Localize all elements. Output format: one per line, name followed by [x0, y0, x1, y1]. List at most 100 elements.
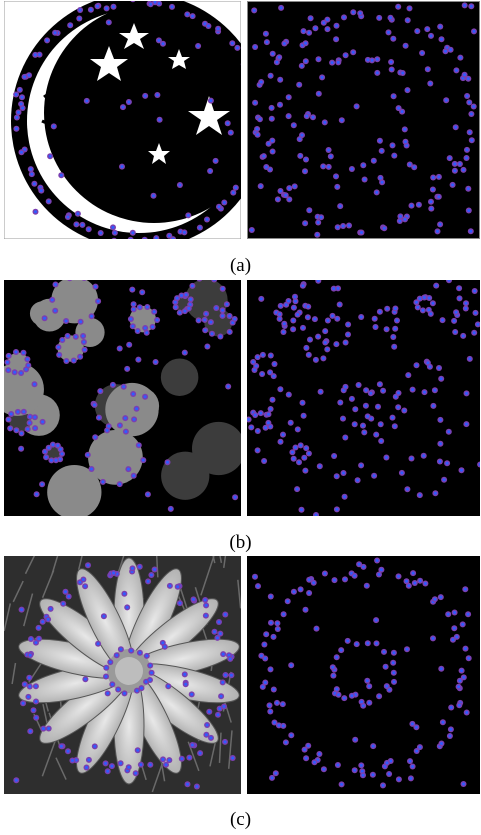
detected-point-core — [83, 348, 87, 352]
detected-point-core — [427, 308, 431, 312]
detected-point-core — [334, 342, 338, 346]
detected-point-core — [429, 34, 433, 38]
detected-point-core — [145, 654, 149, 658]
detected-point-core — [260, 372, 264, 376]
detected-point-core — [453, 330, 457, 334]
detected-point-core — [467, 656, 471, 660]
detected-point-core — [20, 150, 23, 154]
detected-point-core — [131, 392, 135, 396]
detected-point-core — [464, 301, 468, 305]
detected-point-core — [469, 229, 473, 233]
detected-point-core — [89, 8, 93, 12]
detected-point-core — [350, 397, 354, 401]
detected-point-core — [273, 721, 276, 724]
detected-point-core — [304, 41, 308, 45]
detected-point-core — [225, 302, 229, 306]
detected-point-core — [20, 95, 24, 99]
detected-point-core — [130, 288, 134, 292]
detected-point-core — [217, 620, 221, 624]
detected-point-core — [228, 330, 232, 334]
detected-point-core — [167, 234, 171, 238]
detected-point-core — [226, 385, 230, 388]
detected-point-core — [316, 221, 320, 224]
detected-point-core — [224, 673, 227, 677]
detected-point-core — [259, 184, 263, 188]
detected-point-core — [104, 666, 108, 670]
detected-point-core — [131, 324, 135, 328]
detected-point-core — [322, 21, 326, 25]
detected-point-core — [377, 573, 381, 576]
detected-point-core — [282, 612, 286, 616]
detected-point-core — [268, 710, 272, 713]
detected-point-core — [457, 703, 461, 707]
detected-point-core — [381, 389, 385, 393]
detected-point-core — [446, 612, 450, 616]
detected-point-core — [319, 390, 323, 394]
detected-point-core — [143, 395, 147, 399]
detected-point-core — [21, 701, 25, 705]
detected-point-core — [300, 133, 304, 137]
detected-point-core — [281, 433, 285, 437]
detected-point-core — [402, 409, 406, 412]
detected-point-core — [421, 308, 425, 312]
detected-point-core — [382, 226, 386, 230]
detected-point-core — [438, 222, 442, 226]
detected-point-core — [217, 205, 221, 209]
detected-point-core — [281, 724, 285, 728]
detected-point-core — [396, 5, 400, 9]
detected-point-core — [322, 767, 326, 771]
detected-point-core — [22, 351, 25, 355]
detected-point-core — [400, 110, 404, 114]
detected-point-core — [258, 117, 262, 121]
detected-points-b-left — [4, 280, 239, 512]
detected-points-c-left — [13, 562, 236, 790]
detected-point-core — [426, 361, 430, 365]
detected-point-core — [60, 452, 64, 456]
detected-point-core — [323, 329, 327, 333]
detected-point-core — [307, 31, 311, 35]
detected-point-core — [90, 467, 93, 471]
detected-point-core — [98, 389, 102, 393]
detected-point-core — [385, 327, 389, 331]
detected-point-core — [256, 429, 260, 433]
detected-point-core — [254, 364, 258, 368]
detected-point-core — [87, 227, 91, 231]
detected-points-b-right — [247, 280, 480, 516]
detected-point-core — [289, 733, 293, 737]
detected-point-core — [284, 193, 288, 197]
detected-point-core — [342, 15, 346, 19]
detected-point-core — [259, 411, 263, 415]
detected-point-core — [301, 401, 304, 405]
detected-point-core — [372, 474, 376, 478]
detected-point-core — [279, 304, 283, 308]
detected-point-core — [405, 579, 408, 583]
detected-point-core — [272, 374, 276, 378]
detected-point-core — [154, 360, 158, 364]
detected-point-core — [135, 407, 139, 411]
detected-point-core — [252, 8, 256, 12]
detected-point-core — [74, 222, 78, 226]
detected-point-core — [422, 454, 426, 458]
detected-point — [130, 1, 136, 3]
detected-point-core — [299, 587, 303, 591]
detected-point-core — [416, 305, 420, 309]
detected-point-core — [166, 684, 170, 688]
detected-point-core — [149, 2, 153, 6]
detected-point-core — [13, 370, 17, 374]
detected-point-core — [78, 8, 82, 12]
detected-point-core — [271, 52, 275, 56]
detected-point-core — [400, 471, 404, 475]
detected-point-core — [216, 713, 220, 717]
detected-point-core — [110, 682, 114, 686]
detected-point-core — [14, 93, 18, 96]
detected-point-core — [478, 463, 480, 466]
detected-point-core — [262, 459, 266, 463]
detected-point-core — [47, 446, 51, 450]
detected-point-core — [362, 565, 365, 569]
detected-point-core — [191, 14, 195, 18]
detected-point-core — [34, 641, 38, 645]
detected-point-core — [269, 595, 273, 598]
detected-point-core — [278, 78, 282, 82]
detected-point-core — [8, 426, 12, 430]
detected-point-core — [155, 318, 159, 322]
